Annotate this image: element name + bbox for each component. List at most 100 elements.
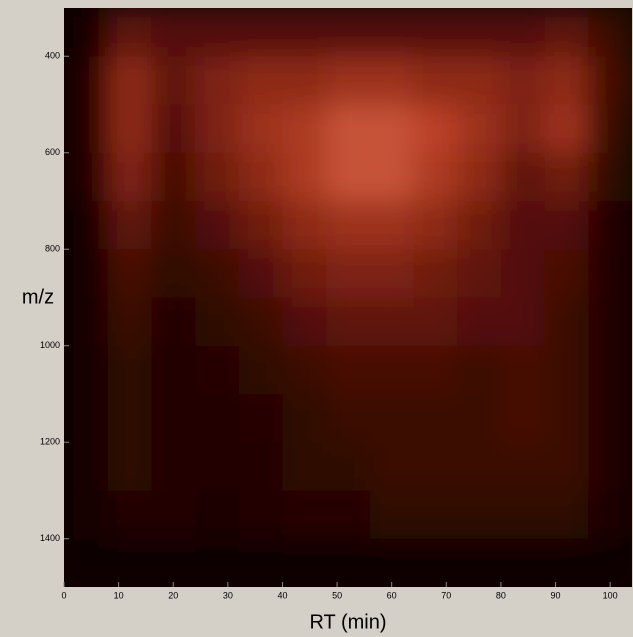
heatmap-cell — [588, 104, 632, 154]
heatmap-cell — [64, 490, 109, 540]
heatmap-cell — [107, 201, 152, 250]
heatmap-cell — [326, 201, 371, 250]
heatmap-cell — [326, 104, 371, 154]
heatmap-cell — [413, 394, 458, 443]
heatmap-cell — [64, 442, 109, 491]
heatmap-cell — [588, 8, 632, 57]
heatmap-cell — [238, 8, 283, 57]
heatmap-cell — [413, 538, 458, 587]
heatmap-cell — [107, 56, 152, 105]
heatmap-cell — [282, 442, 327, 491]
heatmap-cell — [369, 56, 415, 105]
heatmap-cell — [151, 152, 196, 202]
heatmap-cell — [326, 152, 371, 202]
heatmap-cell — [107, 104, 152, 154]
heatmap-cell — [64, 201, 109, 250]
heatmap-cell — [151, 442, 196, 491]
heatmap-cell — [326, 442, 371, 491]
heatmap-cell — [107, 152, 152, 202]
heatmap-cell — [500, 538, 546, 587]
heatmap-cell — [369, 297, 415, 347]
y-tick-label: 1400 — [40, 533, 60, 543]
heatmap-cell — [195, 104, 240, 154]
heatmap-cell — [369, 394, 415, 443]
heatmap-cell — [413, 442, 458, 491]
heatmap-cell — [588, 201, 632, 250]
heatmap-cell — [326, 249, 371, 298]
heatmap-cell — [107, 538, 152, 587]
heatmap-cell — [500, 152, 546, 202]
y-tick-label: 600 — [45, 147, 60, 157]
heatmap-cell — [282, 345, 327, 395]
heatmap-cells — [64, 8, 632, 587]
x-tick-label: 80 — [496, 590, 506, 600]
heatmap-cell — [238, 490, 283, 540]
heatmap-cell — [457, 152, 502, 202]
heatmap-cell — [544, 104, 589, 154]
heatmap-cell — [64, 152, 109, 202]
heatmap-cell — [369, 249, 415, 298]
heatmap-cell — [326, 538, 371, 587]
heatmap-cell — [544, 8, 589, 57]
heatmap-cell — [151, 345, 196, 395]
heatmap-cell — [238, 394, 283, 443]
heatmap-cell — [588, 297, 632, 347]
heatmap-cell — [282, 490, 327, 540]
heatmap-cell — [544, 538, 589, 587]
heatmap-cell — [238, 201, 283, 250]
heatmap-cell — [195, 442, 240, 491]
heatmap-cell — [544, 394, 589, 443]
heatmap-cell — [500, 8, 546, 57]
heatmap-cell — [282, 394, 327, 443]
heatmap-cell — [151, 56, 196, 105]
heatmap-cell — [413, 201, 458, 250]
y-tick-label: 800 — [45, 244, 60, 254]
heatmap-cell — [413, 8, 458, 57]
heatmap-cell — [326, 8, 371, 57]
heatmap-cell — [369, 490, 415, 540]
heatmap-cell — [326, 345, 371, 395]
heatmap-cell — [195, 152, 240, 202]
heatmap-cell — [369, 201, 415, 250]
heatmap-cell — [64, 249, 109, 298]
heatmap-cell — [238, 56, 283, 105]
heatmap-cell — [500, 297, 546, 347]
heatmap-cell — [107, 490, 152, 540]
heatmap-cell — [107, 297, 152, 347]
heatmap-cell — [151, 297, 196, 347]
heatmap-cell — [369, 104, 415, 154]
heatmap-cell — [544, 152, 589, 202]
heatmap-cell — [151, 104, 196, 154]
heatmap-cell — [544, 56, 589, 105]
heatmap-cell — [544, 249, 589, 298]
heatmap-cell — [282, 538, 327, 587]
heatmap-cell — [457, 442, 502, 491]
heatmap-cell — [195, 394, 240, 443]
heatmap-cell — [457, 297, 502, 347]
x-tick-label: 10 — [114, 590, 124, 600]
heatmap-cell — [238, 104, 283, 154]
heatmap-cell — [282, 249, 327, 298]
heatmap-cell — [195, 56, 240, 105]
heatmap-cell — [326, 56, 371, 105]
heatmap-cell — [151, 8, 196, 57]
x-tick-label: 60 — [387, 590, 397, 600]
heatmap-cell — [588, 345, 632, 395]
x-tick-label: 100 — [603, 590, 618, 600]
heatmap-cell — [588, 152, 632, 202]
heatmap-cell — [107, 442, 152, 491]
heatmap-cell — [457, 345, 502, 395]
heatmap-cell — [195, 201, 240, 250]
heatmap-cell — [151, 490, 196, 540]
heatmap-cell — [238, 152, 283, 202]
heatmap-cell — [326, 394, 371, 443]
x-tick-label: 50 — [332, 590, 342, 600]
heatmap-cell — [195, 297, 240, 347]
heatmap-cell — [326, 490, 371, 540]
heatmap-cell — [588, 249, 632, 298]
heatmap-cell — [107, 345, 152, 395]
heatmap-cell — [544, 490, 589, 540]
heatmap-cell — [151, 538, 196, 587]
heatmap-cell — [500, 104, 546, 154]
